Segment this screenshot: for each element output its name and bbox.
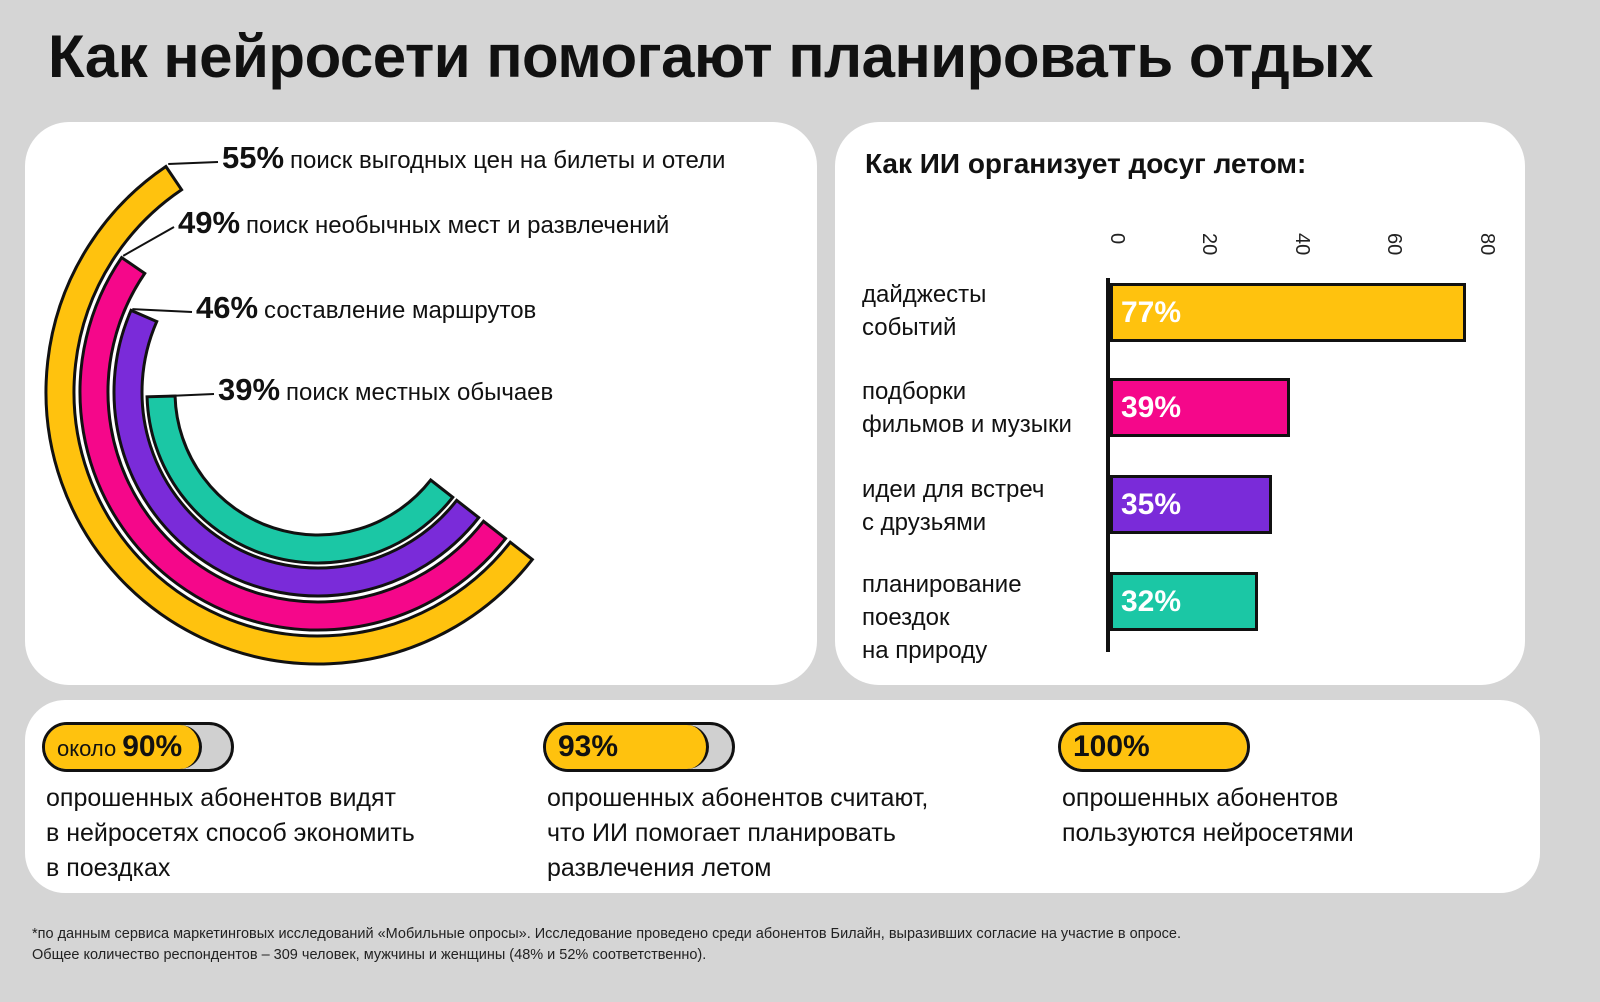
stat-value: 90%	[122, 730, 183, 763]
category-label: планирование поездок на природу	[862, 568, 1022, 667]
bar-value-label: 32%	[1121, 584, 1182, 618]
stat-description-line: опрошенных абонентов видят	[46, 784, 396, 812]
radial-value: 46%	[196, 290, 259, 325]
x-tick-label: 40	[1290, 233, 1313, 256]
bar: 39%	[1110, 378, 1291, 437]
category-line: с друзьями	[862, 509, 987, 536]
bar-chart-axis	[1106, 278, 1110, 652]
stat-value-text: около 90%	[57, 730, 182, 764]
radial-arc-39	[145, 394, 455, 565]
radial-text: поиск выгодных цен на билеты и отели	[290, 147, 726, 174]
category-line: планирование	[862, 571, 1022, 598]
radial-label: 46% составление маршрутов	[196, 290, 536, 326]
stat-description: опрошенных абонентов считают, что ИИ помо…	[547, 781, 928, 886]
radial-chart	[44, 161, 535, 666]
bar-chart-title: Как ИИ организует досуг летом:	[865, 148, 1307, 179]
footnote-line-1: *по данным сервиса маркетинговых исследо…	[32, 926, 1181, 942]
stat-description: опрошенных абонентов видят в нейросетях с…	[46, 781, 415, 886]
category-line: событий	[862, 314, 957, 341]
stat-description-line: в нейросетях способ экономить	[46, 819, 415, 847]
x-tick-label: 60	[1383, 233, 1406, 256]
radial-label: 49% поиск необычных мест и развлечений	[178, 205, 669, 241]
leader-line	[148, 393, 215, 398]
category-line: поездок	[862, 604, 950, 631]
x-tick-label: 80	[1475, 233, 1498, 256]
radial-label: 55% поиск выгодных цен на билеты и отели	[222, 140, 725, 176]
bar-value-label: 77%	[1121, 295, 1182, 329]
category-line: фильмов и музыки	[862, 411, 1072, 438]
category-label: идеи для встреч с друзьями	[862, 473, 1044, 539]
category-line: идеи для встреч	[862, 476, 1045, 503]
stat-value: 100%	[1073, 730, 1150, 763]
x-tick-label: 0	[1106, 233, 1128, 245]
stats-panel	[25, 700, 1540, 893]
page-title: Как нейросети помогают планировать отдых	[48, 23, 1373, 90]
bar-value-label: 39%	[1121, 390, 1182, 424]
radial-text: составление маршрутов	[264, 297, 537, 324]
stat-value-text: 93%	[558, 730, 618, 764]
stat-description: опрошенных абонентов пользуются нейросетя…	[1062, 781, 1354, 851]
category-label: подборки фильмов и музыки	[862, 375, 1072, 441]
radial-arc-46	[112, 308, 481, 598]
category-line: на природу	[862, 637, 988, 664]
category-label: дайджесты событий	[862, 278, 986, 344]
radial-arc-55	[44, 164, 535, 666]
bar: 35%	[1110, 475, 1272, 534]
radial-label: 39% поиск местных обычаев	[218, 372, 553, 408]
stat-fill	[1061, 725, 1247, 769]
stat-description-line: пользуются нейросетями	[1062, 819, 1354, 847]
stat-value: 93%	[558, 730, 619, 763]
stat-pill: около 90%	[42, 722, 234, 772]
x-tick-label: 20	[1198, 233, 1221, 256]
category-line: дайджесты	[862, 281, 987, 308]
radial-arc-49	[78, 255, 508, 632]
radial-text: поиск местных обычаев	[286, 379, 554, 406]
stat-description-line: в поездках	[46, 854, 171, 882]
stat-prefix: около	[57, 736, 117, 761]
footnote-line-2: Общее количество респондентов – 309 чело…	[32, 947, 707, 963]
stat-fill	[546, 725, 709, 769]
radial-value: 39%	[218, 372, 281, 407]
leader-line	[132, 308, 193, 313]
radial-value: 49%	[178, 205, 241, 240]
stat-value-text: 100%	[1073, 730, 1150, 764]
radial-text: поиск необычных мест и развлечений	[246, 212, 670, 239]
stat-pill: 93%	[543, 722, 735, 772]
leader-line	[122, 226, 175, 257]
bar: 32%	[1110, 572, 1258, 631]
bar: 77%	[1110, 283, 1466, 342]
stat-description-line: опрошенных абонентов считают,	[547, 784, 929, 812]
stat-pill: 100%	[1058, 722, 1250, 772]
stat-description-line: что ИИ помогает планировать	[547, 819, 896, 847]
stat-description-line: развлечения летом	[547, 854, 772, 882]
stat-fill	[45, 725, 203, 769]
bar-value-label: 35%	[1121, 487, 1182, 521]
radial-value: 55%	[222, 140, 285, 175]
leader-line	[168, 161, 219, 166]
category-line: подборки	[862, 378, 967, 405]
stat-description-line: опрошенных абонентов	[1062, 784, 1339, 812]
